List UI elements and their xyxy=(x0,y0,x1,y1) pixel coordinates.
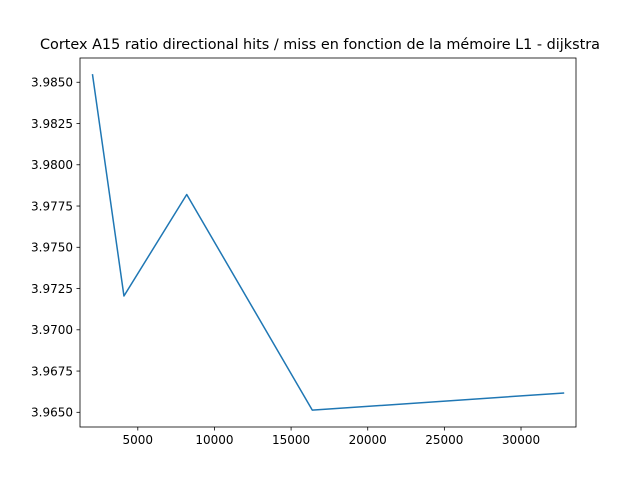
x-tick-label: 25000 xyxy=(425,433,463,447)
y-tick-label: 3.9725 xyxy=(31,282,73,296)
y-tick-label: 3.9675 xyxy=(31,364,73,378)
y-tick-label: 3.9650 xyxy=(31,406,73,420)
y-tick-label: 3.9750 xyxy=(31,241,73,255)
x-tick-label: 5000 xyxy=(123,433,154,447)
x-tick-label: 30000 xyxy=(502,433,540,447)
x-tick-label: 15000 xyxy=(272,433,310,447)
y-tick-label: 3.9775 xyxy=(31,199,73,213)
axes-frame xyxy=(79,57,577,428)
x-tick-label: 20000 xyxy=(349,433,387,447)
y-tick-label: 3.9800 xyxy=(31,158,73,172)
x-tick-label: 10000 xyxy=(195,433,233,447)
y-tick-label: 3.9850 xyxy=(31,76,73,90)
y-tick-label: 3.9700 xyxy=(31,323,73,337)
plot-area: 5000 10000 15000 20000 25000 30000 3.9650 3.967… xyxy=(31,57,577,447)
chart-title: Cortex A15 ratio directional hits / miss… xyxy=(40,37,600,53)
y-tick-label: 3.9825 xyxy=(31,117,73,131)
